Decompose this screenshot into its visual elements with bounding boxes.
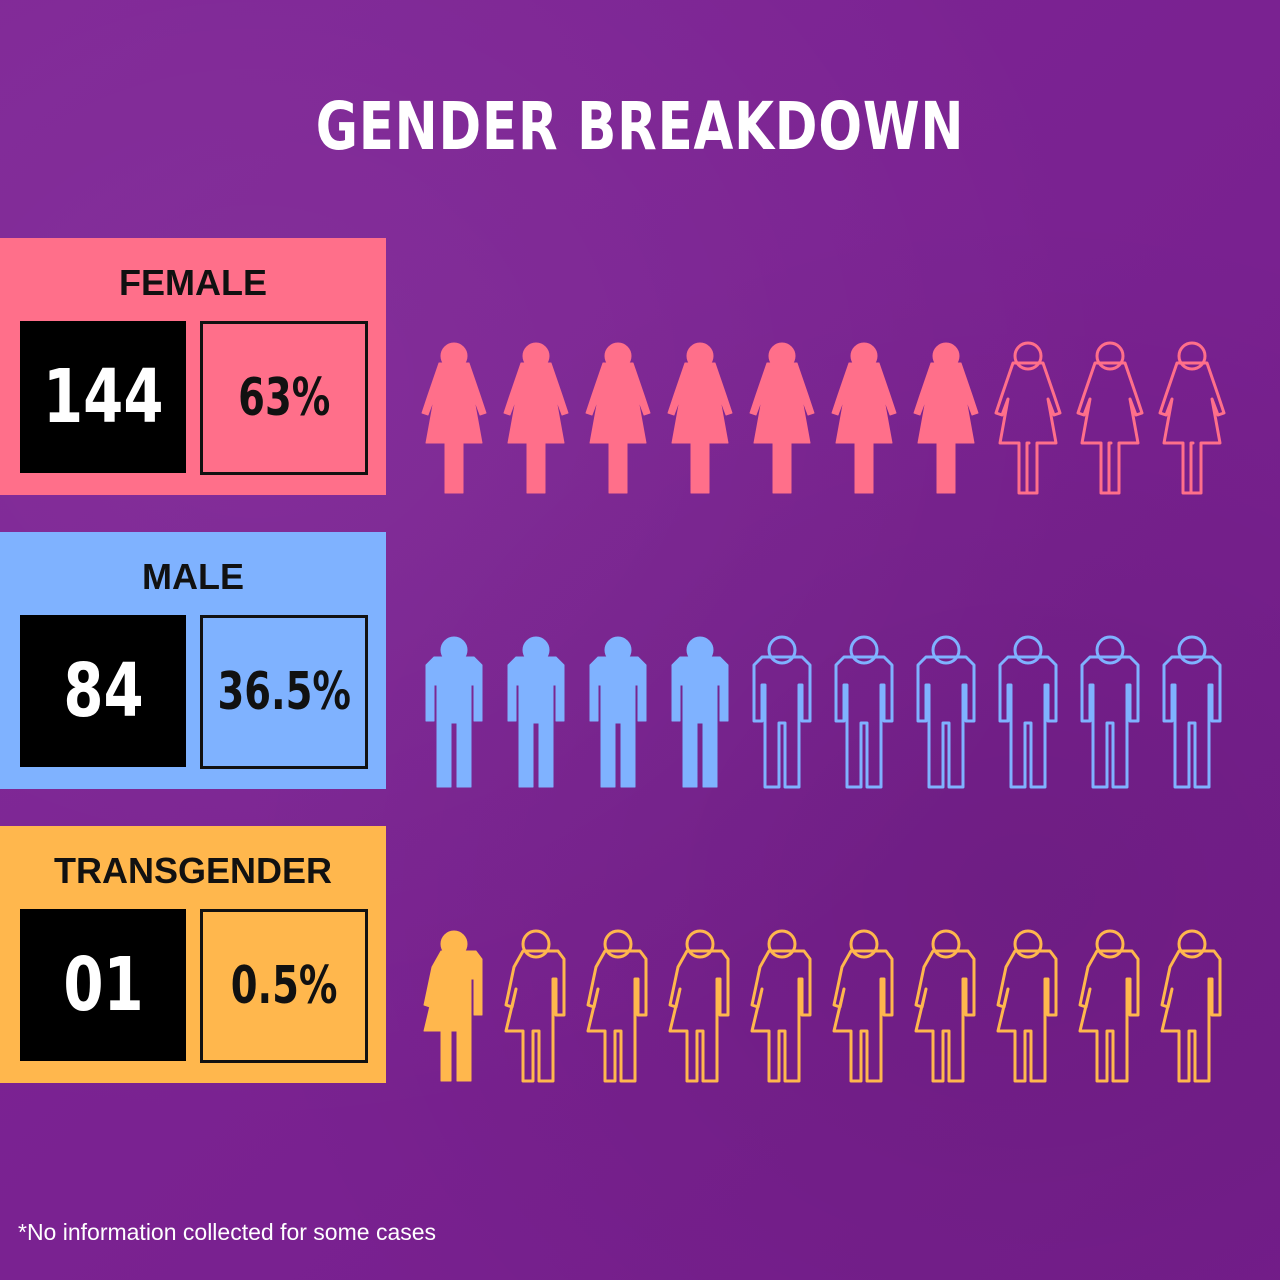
male-label: MALE	[142, 556, 244, 597]
transgender-percent-box: 0.5%	[200, 909, 368, 1063]
female-person-icon-filled	[749, 342, 815, 494]
female-person-icon-outline	[1076, 341, 1144, 495]
male-percent-box: 36.5%	[200, 615, 368, 769]
female-person-icon-filled	[831, 342, 897, 494]
transgender-count: 01	[62, 942, 144, 1028]
male-person-icon-outline	[1080, 635, 1140, 789]
female-person-icon-filled	[503, 342, 569, 494]
female-count-box: 144	[20, 321, 186, 473]
transgender-person-icon-outline	[1078, 929, 1140, 1083]
transgender-person-icon-outline	[668, 929, 730, 1083]
female-panel: FEMALE 144 63%	[0, 238, 386, 495]
male-percent: 36.5%	[217, 662, 351, 722]
transgender-person-icon-outline	[1160, 929, 1222, 1083]
female-person-icon-outline	[994, 341, 1062, 495]
transgender-percent: 0.5%	[230, 956, 338, 1016]
footnote: *No information collected for some cases	[18, 1219, 437, 1245]
female-percent: 63%	[237, 368, 331, 428]
transgender-label: TRANSGENDER	[53, 850, 332, 891]
female-label: FEMALE	[119, 262, 267, 303]
transgender-person-icon-outline	[586, 929, 648, 1083]
male-person-icon-filled	[425, 636, 483, 788]
female-person-icon-outline	[1158, 341, 1226, 495]
transgender-person-icon-outline	[504, 929, 566, 1083]
female-person-icon-filled	[585, 342, 651, 494]
female-percent-box: 63%	[200, 321, 368, 475]
male-person-icon-outline	[998, 635, 1058, 789]
female-person-icon-filled	[421, 342, 487, 494]
male-person-icon-outline	[834, 635, 894, 789]
transgender-person-icon-outline	[832, 929, 894, 1083]
transgender-count-box: 01	[20, 909, 186, 1061]
male-person-icon-filled	[507, 636, 565, 788]
male-person-icon-outline	[1162, 635, 1222, 789]
male-count-box: 84	[20, 615, 186, 767]
transgender-person-icon-filled	[423, 930, 483, 1082]
female-person-icon-filled	[667, 342, 733, 494]
male-person-icon-outline	[752, 635, 812, 789]
male-count: 84	[62, 648, 144, 734]
male-person-icon-filled	[589, 636, 647, 788]
female-count: 144	[42, 354, 164, 440]
transgender-panel: TRANSGENDER 01 0.5%	[0, 826, 386, 1083]
male-person-icon-filled	[671, 636, 729, 788]
transgender-person-icon-outline	[996, 929, 1058, 1083]
page-title: GENDER BREAKDOWN	[315, 88, 965, 165]
female-person-icon-filled	[913, 342, 979, 494]
male-panel: MALE 84 36.5%	[0, 532, 386, 789]
male-person-icon-outline	[916, 635, 976, 789]
transgender-person-icon-outline	[914, 929, 976, 1083]
transgender-person-icon-outline	[750, 929, 812, 1083]
